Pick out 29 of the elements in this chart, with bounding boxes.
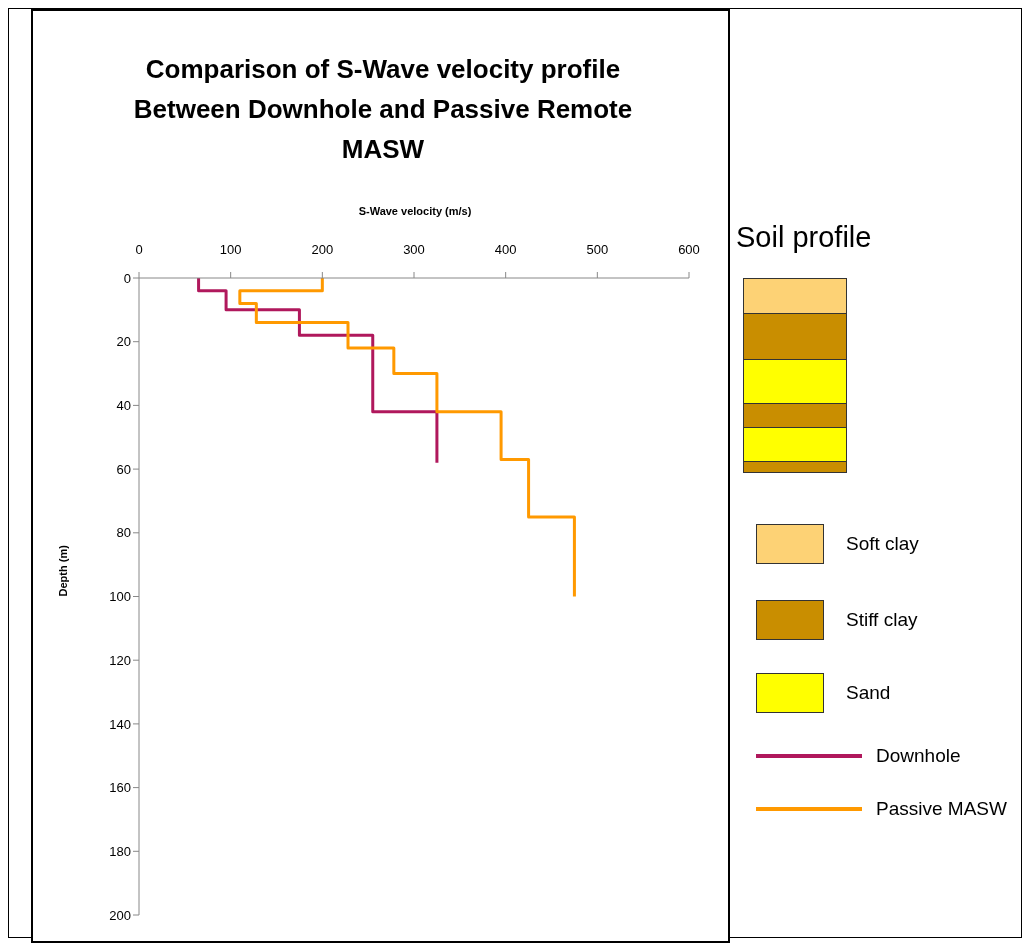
- y-tick-label: 0: [123, 270, 131, 286]
- y-tick-label: 140: [109, 716, 131, 732]
- line-series: [238, 278, 576, 598]
- y-tick-label: 80: [116, 525, 131, 541]
- line-series: [197, 278, 439, 465]
- text: Passive MASW: [876, 797, 1007, 820]
- y-tick-label: 180: [109, 843, 131, 859]
- text: Stiff clay: [846, 609, 918, 631]
- y-tick-label: 120: [109, 652, 131, 668]
- chart-title: Comparison of S-Wave velocity profile Between Downhole and Passive Remote MASW: [132, 53, 634, 166]
- x-tick-label: 300: [403, 242, 425, 257]
- x-tick-label: 0: [135, 242, 143, 257]
- x-tick-label: 600: [678, 242, 700, 257]
- x-tick-label: 200: [311, 242, 334, 257]
- y-tick-label: 60: [116, 461, 131, 477]
- x-tick-label: 500: [586, 242, 609, 257]
- y-tick-label: 200: [109, 907, 131, 923]
- x-axis-title: S-Wave velocity (m/s): [357, 205, 473, 217]
- x-tick-label: 400: [494, 242, 517, 257]
- y-tick-label: 100: [109, 589, 131, 605]
- y-tick-label: 40: [116, 398, 131, 414]
- text: Soft clay: [846, 533, 919, 555]
- y-tick-label: 160: [109, 780, 131, 796]
- text: Soil profile: [736, 221, 872, 254]
- text: Sand: [846, 682, 891, 704]
- y-axis-title: Depth (m): [56, 544, 69, 597]
- y-tick-label: 20: [116, 334, 131, 350]
- x-tick-label: 100: [219, 242, 242, 257]
- text: Downhole: [876, 744, 961, 767]
